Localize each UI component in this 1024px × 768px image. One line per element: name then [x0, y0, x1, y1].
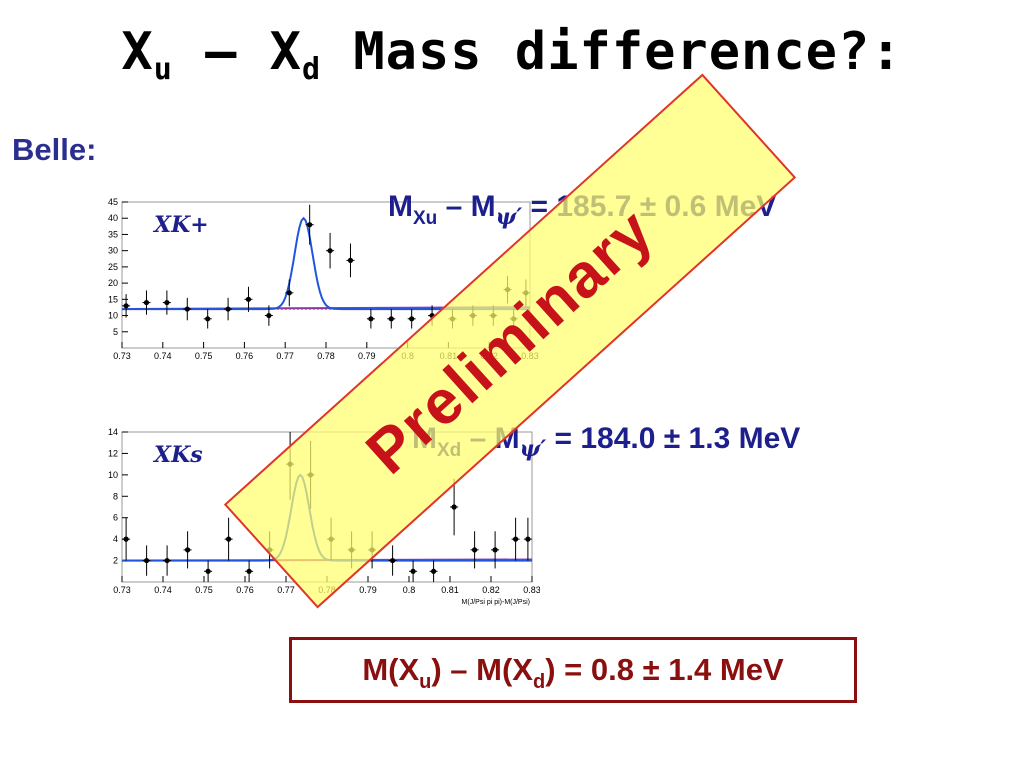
data-point [451, 504, 457, 510]
x-tick-label: 0.82 [482, 585, 500, 595]
eq1-dash: – M [437, 190, 496, 223]
x-tick-label: 0.75 [195, 585, 213, 595]
data-point [246, 568, 252, 574]
title-sub-u: u [153, 52, 173, 87]
eq2-psi: ψ′ [519, 436, 547, 462]
data-point [164, 557, 170, 564]
data-point [525, 536, 531, 542]
data-point [431, 568, 437, 574]
y-tick-label: 20 [108, 278, 118, 288]
y-tick-label: 30 [108, 246, 118, 256]
x-tick-label: 0.75 [195, 351, 213, 361]
x-tick-label: 0.77 [276, 351, 294, 361]
data-point [409, 316, 415, 322]
data-point [226, 536, 232, 542]
x-tick-label: 0.74 [154, 585, 172, 595]
title-dash-x: – X [172, 22, 302, 82]
data-point [205, 568, 211, 574]
data-point [307, 222, 313, 228]
title-x: X [121, 22, 154, 82]
eq1-sub: Xu [413, 208, 438, 229]
title-rest: Mass difference?: [321, 22, 903, 82]
data-point [347, 257, 354, 263]
data-point [123, 536, 129, 542]
x-tick-label: 0.77 [277, 585, 295, 595]
data-point [492, 547, 498, 553]
x-tick-label: 0.83 [523, 585, 540, 595]
data-point [390, 557, 396, 564]
result-sub-d: d [533, 671, 546, 693]
data-point [123, 303, 129, 309]
result-p1: M(X [362, 652, 420, 687]
x-tick-label: 0.78 [317, 351, 335, 361]
data-point [388, 316, 394, 322]
x-tick-label: 0.79 [358, 351, 376, 361]
x-tick-label: 0.73 [113, 585, 131, 595]
eq1-psi: ψ′ [495, 204, 523, 230]
plot-title: XK+ [152, 212, 209, 238]
y-tick-label: 35 [108, 229, 118, 239]
y-tick-label: 25 [108, 262, 118, 272]
data-point [185, 547, 191, 553]
x-tick-label: 0.76 [236, 351, 254, 361]
belle-label: Belle: [12, 132, 97, 167]
y-tick-label: 10 [108, 470, 118, 480]
result-sub-u: u [419, 671, 432, 693]
x-tick-label: 0.79 [359, 585, 377, 595]
y-tick-label: 45 [108, 198, 118, 207]
eq1-m: M [388, 190, 413, 223]
y-tick-label: 14 [108, 428, 118, 437]
data-point [368, 316, 374, 322]
plot-title: XKs [152, 442, 203, 468]
data-point [245, 296, 252, 302]
x-tick-label: 0.76 [236, 585, 254, 595]
x-tick-label: 0.81 [441, 585, 459, 595]
y-tick-label: 15 [108, 294, 118, 304]
data-point [327, 248, 333, 254]
data-point [164, 299, 170, 306]
eq2-value: = 184.0 ± 1.3 MeV [546, 422, 801, 455]
result-p2: ) – M(X [431, 652, 533, 687]
data-point [286, 290, 292, 296]
data-point [143, 299, 150, 306]
result-box: M(Xu) – M(Xd) = 0.8 ± 1.4 MeV [289, 637, 857, 703]
slide-title: Xu – Xd Mass difference?: [0, 22, 1024, 87]
y-tick-label: 10 [108, 311, 118, 321]
x-axis-label: M(J/Psi pi pi)-M(J/Psi) [462, 599, 530, 606]
data-point [184, 306, 190, 312]
x-tick-label: 0.8 [403, 585, 416, 595]
data-point [410, 568, 416, 574]
data-point [225, 306, 231, 312]
x-tick-label: 0.74 [154, 351, 172, 361]
data-point [266, 312, 272, 319]
x-tick-label: 0.73 [113, 351, 131, 361]
data-point [472, 547, 478, 553]
title-sub-d: d [302, 52, 322, 87]
y-tick-label: 40 [108, 213, 118, 223]
y-tick-label: 5 [113, 327, 118, 337]
y-tick-label: 6 [113, 513, 118, 523]
data-point [144, 557, 150, 564]
y-tick-label: 2 [113, 556, 118, 566]
result-p3: ) = 0.8 ± 1.4 MeV [545, 652, 784, 687]
y-tick-label: 12 [108, 448, 118, 458]
data-point [513, 536, 519, 542]
data-point [205, 316, 211, 322]
y-tick-label: 4 [113, 534, 118, 544]
y-tick-label: 8 [113, 491, 118, 501]
